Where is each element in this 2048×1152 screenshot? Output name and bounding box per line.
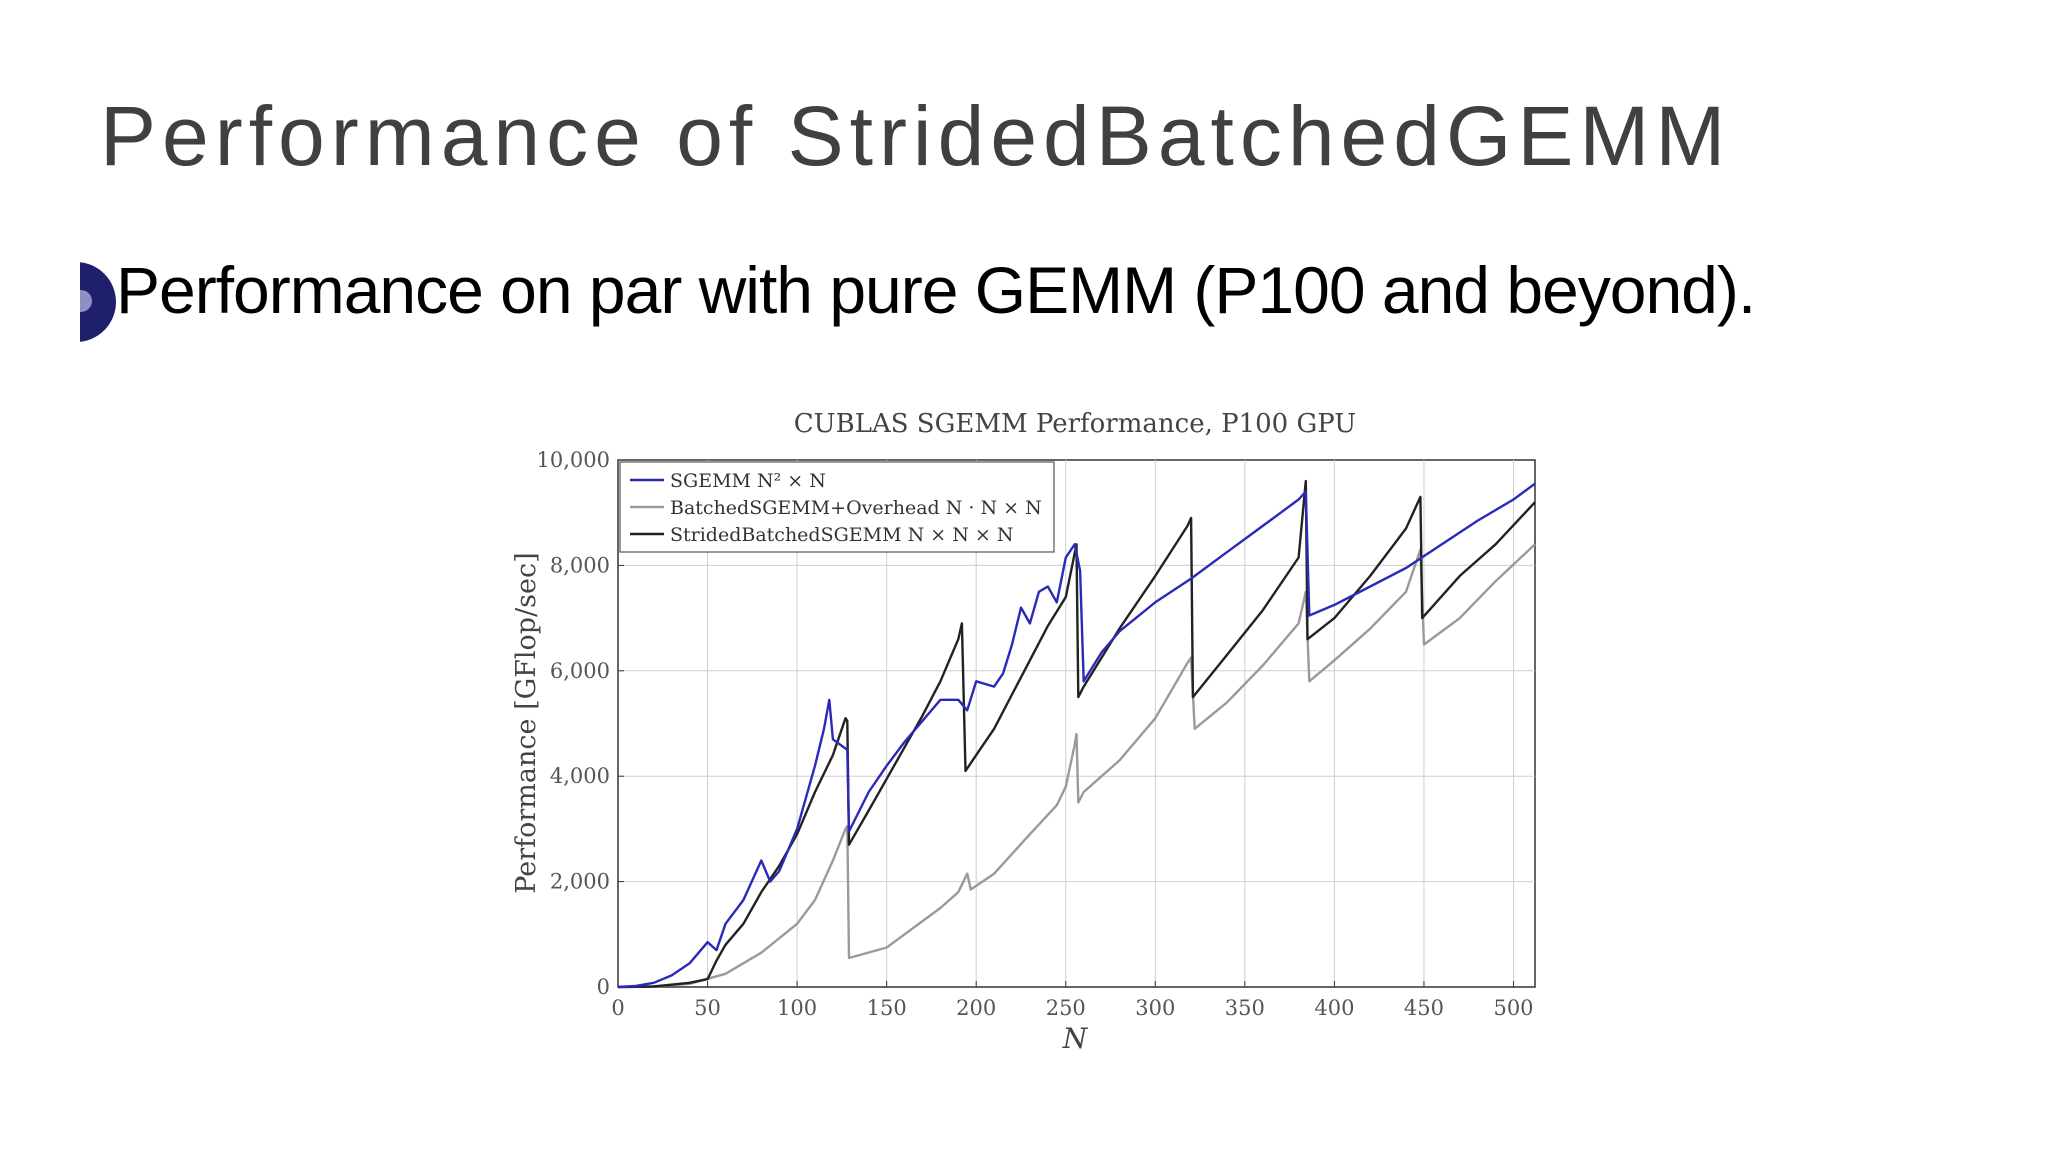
x-tick-label: 150 [867,996,907,1020]
axis-ticks: 0 50 100 150 200 250 300 350 400 450 500 0 2,000 4,00… [537,448,1534,1020]
chart-title: CUBLAS SGEMM Performance, P100 GPU [794,409,1356,439]
series-line-2 [617,543,1536,989]
y-tick-label: 10,000 [537,448,610,472]
legend-label: SGEMM N² × N [670,470,826,492]
series-line-3 [617,479,1536,989]
y-tick-label: 6,000 [550,659,610,683]
y-tick-label: 8,000 [550,553,610,577]
legend-label: StridedBatchedSGEMM N × N × N [670,524,1013,546]
x-tick-label: 0 [611,996,624,1020]
x-tick-label: 200 [956,996,996,1020]
x-tick-label: 400 [1314,996,1354,1020]
series-line-1 [617,482,1536,989]
y-tick-label: 0 [597,975,610,999]
y-tick-label: 4,000 [550,764,610,788]
x-tick-label: 300 [1135,996,1175,1020]
x-tick-label: 100 [777,996,817,1020]
legend: SGEMM N² × N BatchedSGEMM+Overhead N · N … [619,461,1055,553]
x-tick-label: 350 [1225,996,1265,1020]
bullet-marker [80,262,116,342]
x-tick-label: 450 [1404,996,1444,1020]
series-lines [617,479,1536,989]
x-axis-label: N [1062,1022,1089,1055]
x-tick-label: 250 [1046,996,1086,1020]
x-tick-label: 50 [694,996,721,1020]
slide-title: Performance of StridedBatchedGEMM [100,89,1732,183]
legend-label: BatchedSGEMM+Overhead N · N × N [670,497,1042,519]
y-tick-label: 2,000 [550,870,610,894]
y-axis-label: Performance [GFlop/sec] [511,552,542,893]
legend-box [619,461,1055,553]
bullet-text: Performance on par with pure GEMM (P100 … [116,253,1756,327]
x-tick-label: 500 [1493,996,1533,1020]
